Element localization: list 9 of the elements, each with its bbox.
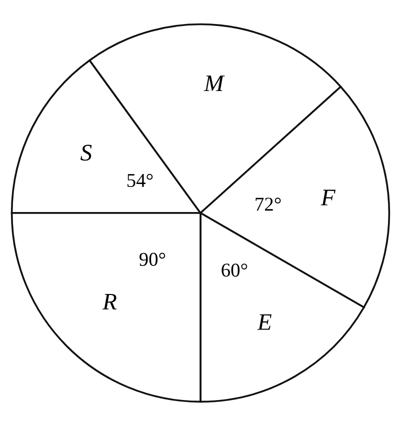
data-label: 90° (139, 252, 166, 266)
slice-label: S (80, 144, 92, 161)
slice-label: R (102, 294, 117, 310)
data-label: 60° (222, 264, 248, 277)
slice-label: F (320, 190, 336, 206)
slice-label: M (204, 76, 225, 92)
data-label: 54° (127, 174, 153, 188)
slice-label: E (257, 314, 272, 330)
data-label: 72° (256, 198, 281, 211)
